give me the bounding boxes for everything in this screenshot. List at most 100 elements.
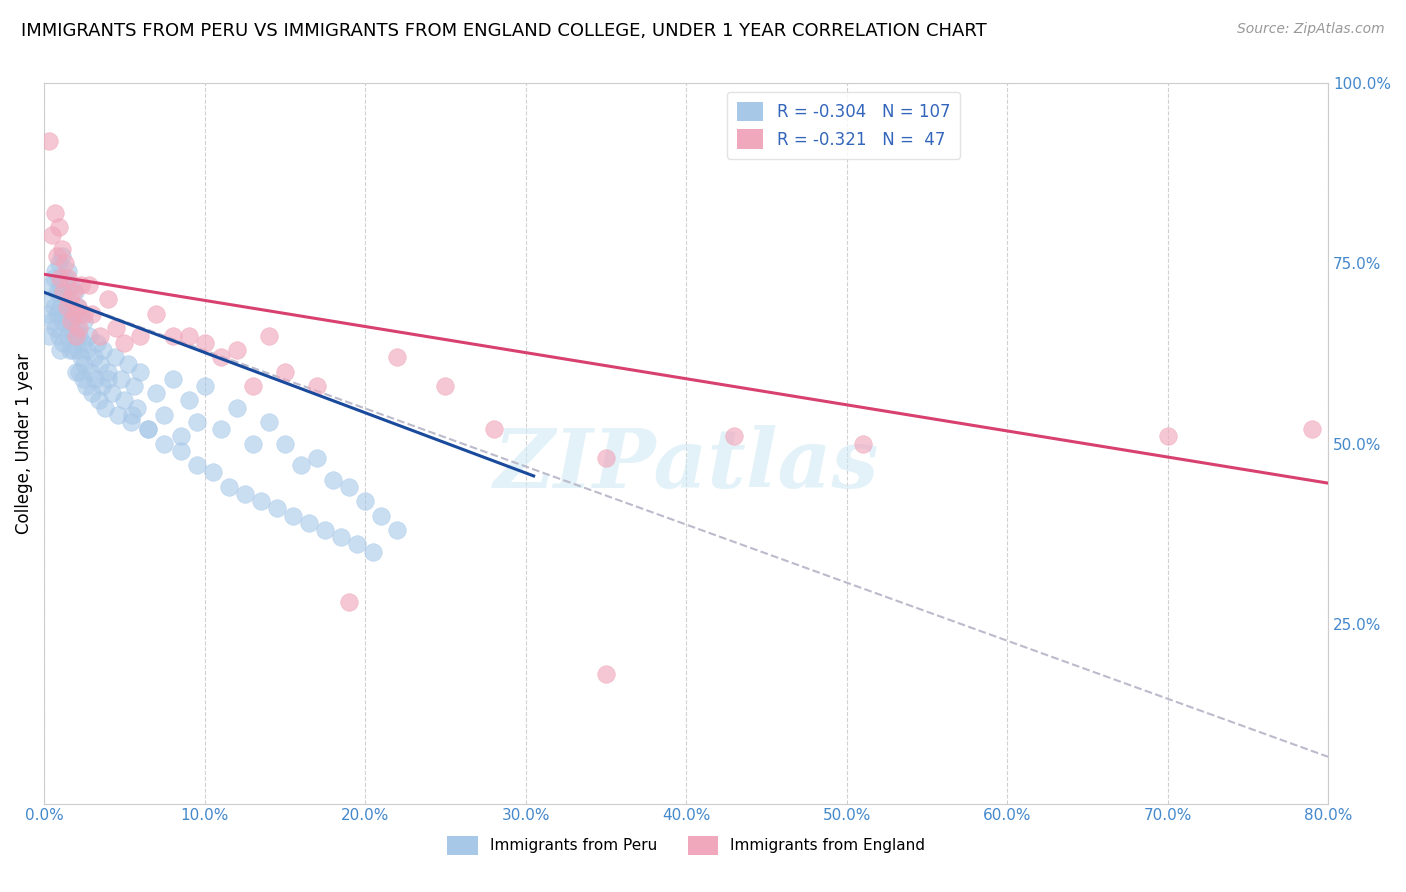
Point	[59, 293, 82, 307]
Point	[89, 328, 111, 343]
Point	[434, 379, 457, 393]
Point	[46, 249, 69, 263]
Point	[60, 278, 83, 293]
Point	[63, 328, 86, 343]
Point	[387, 523, 409, 537]
Point	[177, 328, 200, 343]
Point	[65, 321, 87, 335]
Point	[73, 314, 96, 328]
Point	[595, 450, 617, 465]
Point	[225, 343, 247, 357]
Text: ZIPatlas: ZIPatlas	[494, 425, 879, 505]
Point	[53, 307, 76, 321]
Point	[51, 249, 73, 263]
Point	[56, 314, 79, 328]
Point	[79, 364, 101, 378]
Point	[93, 343, 115, 357]
Point	[52, 335, 75, 350]
Point	[76, 343, 98, 357]
Point	[87, 393, 110, 408]
Point	[242, 436, 264, 450]
Point	[55, 328, 77, 343]
Point	[38, 328, 60, 343]
Point	[75, 379, 97, 393]
Point	[37, 307, 59, 321]
Point	[49, 278, 72, 293]
Point	[44, 206, 66, 220]
Point	[162, 328, 184, 343]
Point	[77, 278, 100, 293]
Point	[305, 379, 328, 393]
Point	[94, 401, 117, 415]
Point	[51, 242, 73, 256]
Point	[59, 300, 82, 314]
Point	[53, 271, 76, 285]
Point	[370, 508, 392, 523]
Point	[145, 307, 167, 321]
Point	[65, 364, 87, 378]
Point	[73, 307, 96, 321]
Point	[138, 422, 160, 436]
Point	[55, 293, 77, 307]
Point	[233, 487, 256, 501]
Point	[41, 227, 63, 242]
Point	[90, 379, 112, 393]
Point	[257, 328, 280, 343]
Point	[314, 523, 336, 537]
Point	[257, 415, 280, 429]
Point	[48, 328, 70, 343]
Point	[153, 408, 176, 422]
Point	[83, 350, 105, 364]
Point	[41, 314, 63, 328]
Point	[41, 293, 63, 307]
Point	[49, 300, 72, 314]
Point	[84, 372, 107, 386]
Point	[595, 667, 617, 681]
Point	[218, 480, 240, 494]
Point	[73, 357, 96, 371]
Point	[100, 386, 122, 401]
Point	[290, 458, 312, 472]
Point	[46, 285, 69, 300]
Point	[89, 357, 111, 371]
Point	[82, 307, 104, 321]
Point	[48, 256, 70, 270]
Point	[281, 508, 304, 523]
Point	[120, 415, 142, 429]
Point	[129, 364, 152, 378]
Point	[337, 480, 360, 494]
Point	[66, 343, 89, 357]
Point	[49, 271, 72, 285]
Point	[346, 537, 368, 551]
Point	[186, 415, 208, 429]
Point	[1301, 422, 1323, 436]
Point	[305, 450, 328, 465]
Point	[209, 350, 232, 364]
Point	[387, 350, 409, 364]
Point	[145, 386, 167, 401]
Point	[38, 134, 60, 148]
Point	[337, 595, 360, 609]
Point	[44, 321, 66, 335]
Point	[48, 220, 70, 235]
Point	[72, 372, 94, 386]
Point	[1156, 429, 1178, 443]
Point	[97, 372, 120, 386]
Point	[330, 530, 353, 544]
Point	[194, 335, 217, 350]
Point	[70, 278, 93, 293]
Text: Source: ZipAtlas.com: Source: ZipAtlas.com	[1237, 22, 1385, 37]
Point	[104, 350, 127, 364]
Point	[65, 328, 87, 343]
Point	[56, 271, 79, 285]
Point	[249, 494, 271, 508]
Point	[62, 307, 84, 321]
Point	[127, 401, 149, 415]
Point	[97, 293, 120, 307]
Point	[169, 429, 191, 443]
Point	[59, 343, 82, 357]
Point	[361, 544, 384, 558]
Point	[162, 372, 184, 386]
Point	[67, 364, 90, 378]
Point	[42, 271, 65, 285]
